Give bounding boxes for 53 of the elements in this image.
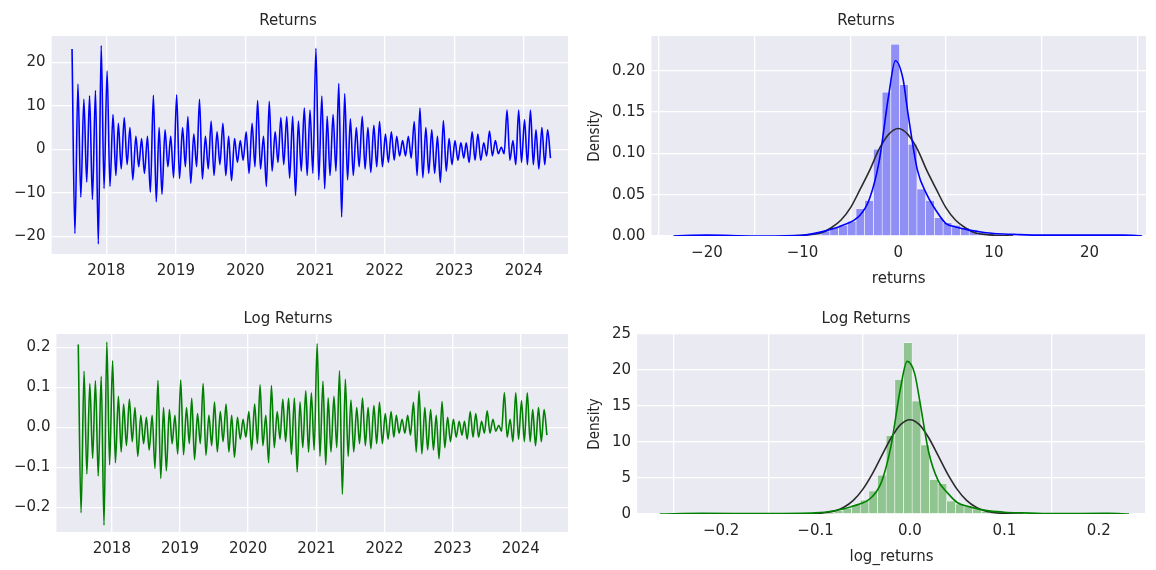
y-tick-label: 0.20	[611, 60, 646, 79]
x-tick-label: −20	[691, 242, 723, 261]
y-tick-label: 5	[621, 467, 632, 486]
y-tick-label: 0.0	[26, 417, 51, 436]
x-tick-label: 2020	[226, 260, 265, 279]
x-tick-label: 2022	[365, 538, 404, 557]
x-tick-label: −0.2	[702, 520, 740, 539]
x-tick-label: 0	[893, 242, 903, 261]
x-tick-label: 2020	[229, 538, 268, 557]
chart-title: Log Returns	[243, 308, 333, 327]
x-tick-label: 0.1	[992, 520, 1017, 539]
y-tick-label: 0.15	[611, 101, 646, 120]
x-tick-label: 20	[1080, 242, 1100, 261]
x-tick-label: 2023	[433, 538, 472, 557]
x-tick-label: 2024	[501, 538, 540, 557]
x-tick-label: 2022	[365, 260, 404, 279]
x-tick-label: 0.2	[1086, 520, 1111, 539]
y-tick-label: 10	[26, 95, 46, 114]
y-tick-label: 0.2	[26, 337, 51, 356]
y-tick-label: −20	[14, 226, 46, 245]
x-axis-title: returns	[871, 268, 926, 287]
x-tick-label: 2019	[156, 260, 195, 279]
y-tick-label: 20	[26, 52, 46, 71]
x-tick-label: −0.1	[797, 520, 834, 539]
x-tick-label: 2018	[92, 538, 131, 557]
x-tick-label: 2024	[504, 260, 543, 279]
x-tick-label: 0.0	[898, 520, 922, 539]
y-tick-label: 20	[611, 359, 632, 378]
y-tick-label: 25	[611, 323, 632, 342]
y-axis-title: Density	[584, 398, 603, 450]
x-tick-label: 2018	[87, 260, 126, 279]
chart-title: Log Returns	[821, 308, 911, 327]
x-tick-label: 2023	[435, 260, 474, 279]
x-tick-label: 2021	[296, 260, 335, 279]
x-tick-label: 2021	[297, 538, 336, 557]
y-tick-label: 0.05	[611, 184, 646, 203]
y-axis-title: Density	[584, 110, 603, 162]
y-tick-label: 0	[621, 503, 632, 522]
y-tick-label: 0.1	[26, 377, 51, 396]
y-tick-label: −0.1	[13, 457, 51, 476]
y-tick-label: 0.00	[611, 225, 646, 244]
y-tick-label: 10	[611, 431, 632, 450]
chart-title: Returns	[259, 10, 317, 29]
y-tick-label: −0.2	[13, 497, 51, 516]
x-tick-label: −10	[786, 242, 819, 261]
x-axis-title: log_returns	[849, 546, 934, 566]
y-tick-label: −10	[14, 182, 46, 201]
y-tick-label: 0	[36, 139, 46, 158]
y-tick-label: 15	[611, 395, 632, 414]
chart-title: Returns	[837, 10, 895, 29]
y-tick-label: 0.10	[611, 143, 646, 162]
x-tick-label: 2019	[160, 538, 200, 557]
x-tick-label: 10	[984, 242, 1004, 261]
